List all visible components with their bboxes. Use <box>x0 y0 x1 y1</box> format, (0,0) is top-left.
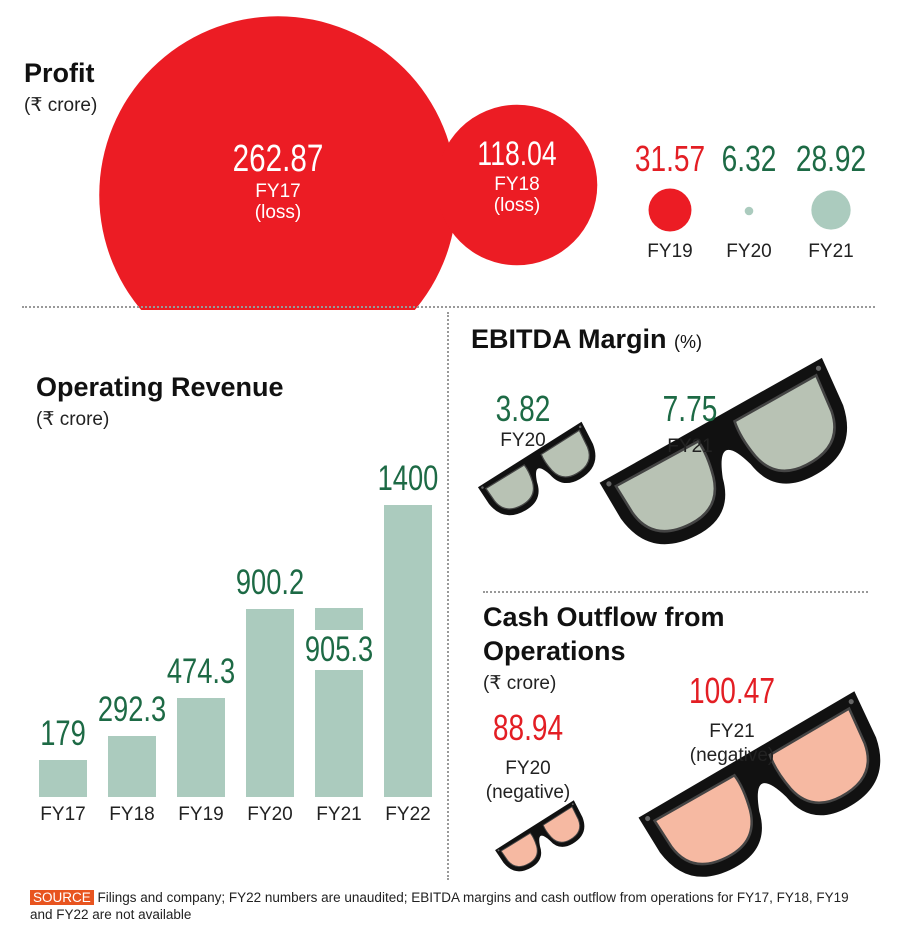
cash-year: FY20 <box>505 758 551 779</box>
profit-bubble-FY17 <box>99 16 457 310</box>
glasses-frame <box>495 800 585 872</box>
divider <box>22 306 875 308</box>
ebitda-title: EBITDA Margin (%) <box>471 324 702 355</box>
glasses-rivet <box>571 803 574 806</box>
source-tag: SOURCE <box>30 890 94 905</box>
glasses-lens-right <box>768 706 870 805</box>
glasses-lens-left <box>652 773 753 866</box>
glasses-lens-right <box>540 429 590 478</box>
glasses-rivet <box>815 365 822 371</box>
revenue-value-label: 474.3 <box>166 652 236 693</box>
ebitda-unit: (%) <box>674 332 703 352</box>
profit-inner-label: 118.04 FY18 (loss) <box>466 135 567 216</box>
glasses-lens-left <box>614 439 717 533</box>
profit-year: FY21 <box>808 241 854 262</box>
revenue-value-label: 292.3 <box>97 690 167 731</box>
ebitda-glasses-FY20 <box>477 421 596 516</box>
cash-year: FY21 <box>709 721 755 742</box>
profit-note: (loss) <box>254 202 302 223</box>
glasses-lens-right <box>542 806 581 843</box>
profit-year: FY19 <box>647 241 693 262</box>
profit-value: 28.92 <box>795 138 867 179</box>
ebitda-glasses-FY21 <box>599 357 847 545</box>
profit-bubble-FY20 <box>744 206 754 216</box>
divider <box>447 312 449 880</box>
revenue-x-label: FY18 <box>109 804 155 825</box>
glasses-lens-left <box>484 464 535 510</box>
glasses-lens-right <box>733 373 836 473</box>
revenue-title: Operating Revenue <box>36 372 284 402</box>
glasses-lens-left <box>500 832 538 868</box>
profit-value: 6.32 <box>721 138 777 179</box>
profit-inner-label: 262.87 FY17 (loss) <box>220 138 336 223</box>
revenue-x-label: FY19 <box>178 804 224 825</box>
revenue-value-label: 905.3 <box>304 630 374 671</box>
profit-title: Profit <box>24 58 95 88</box>
glasses-rivet <box>578 425 582 429</box>
profit-bubble-FY19 <box>648 188 692 232</box>
source-text: Filings and company; FY22 numbers are un… <box>30 890 849 922</box>
cash-value: 88.94 <box>492 707 564 748</box>
profit-year: FY18 <box>494 174 540 195</box>
profit-value: 118.04 <box>477 135 557 173</box>
profit-value: 31.57 <box>634 138 706 179</box>
glasses-rivet <box>606 481 612 487</box>
cash-note: (negative) <box>689 745 775 766</box>
profit-bubble-FY18 <box>436 104 598 266</box>
ebitda-year: FY21 <box>667 436 713 457</box>
profit-year: FY17 <box>255 181 301 202</box>
cash-value: 100.47 <box>689 670 775 711</box>
glasses-rivet <box>481 486 484 489</box>
revenue-value-label: 900.2 <box>235 563 305 604</box>
profit-value: 262.87 <box>232 138 324 180</box>
revenue-x-label: FY21 <box>316 804 362 825</box>
ebitda-value: 3.82 <box>495 388 551 429</box>
glasses-rivet <box>497 849 500 852</box>
revenue-unit: (₹ crore) <box>36 409 110 430</box>
cash-note: (negative) <box>485 782 571 803</box>
revenue-bar-FY22 <box>384 505 432 797</box>
divider <box>483 591 868 593</box>
revenue-bar-FY19 <box>177 698 225 797</box>
profit-bubble-FY21 <box>811 190 851 230</box>
revenue-value-label: 1400 <box>377 459 439 499</box>
revenue-bar-FY20 <box>246 609 294 797</box>
glasses-rivet <box>645 815 651 822</box>
cash-glasses-FY20 <box>495 800 585 872</box>
ebitda-year: FY20 <box>500 430 546 451</box>
revenue-bar-FY18 <box>108 736 156 797</box>
cash-glasses-FY21 <box>638 691 881 877</box>
profit-bubbles <box>99 16 851 310</box>
profit-year: FY20 <box>726 241 772 262</box>
glasses-rivet <box>848 699 854 705</box>
profit-unit: (₹ crore) <box>24 95 98 116</box>
cash-title: Cash Outflow from Operations <box>483 602 725 666</box>
revenue-x-label: FY20 <box>247 804 293 825</box>
ebitda-value: 7.75 <box>662 388 718 429</box>
ebitda-title-text: EBITDA Margin <box>471 324 667 354</box>
glasses-frame <box>599 357 847 545</box>
revenue-value-label: 179 <box>40 713 86 754</box>
revenue-x-label: FY22 <box>385 804 431 825</box>
revenue-bar-FY17 <box>39 759 87 797</box>
revenue-x-label: FY17 <box>40 804 86 825</box>
cash-unit: (₹ crore) <box>483 673 557 694</box>
source-note: SOURCE Filings and company; FY22 numbers… <box>30 889 870 923</box>
glasses-frame <box>638 691 881 877</box>
profit-note: (loss) <box>493 195 541 216</box>
